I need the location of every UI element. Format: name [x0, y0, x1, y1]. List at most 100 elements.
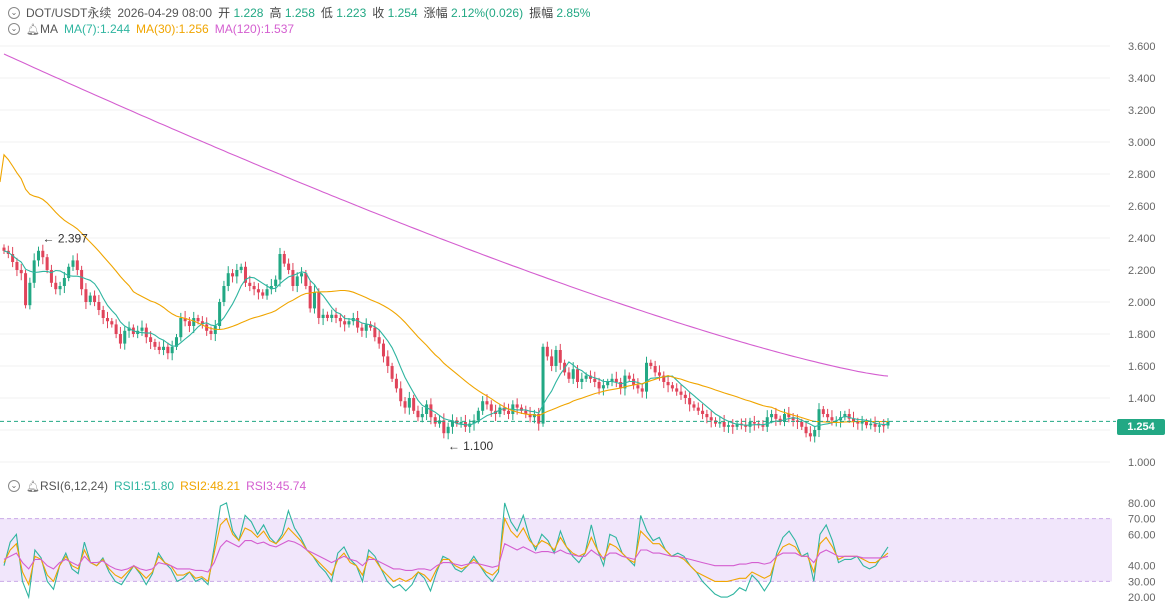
candle-body — [696, 407, 700, 411]
candle-body — [425, 404, 429, 414]
candle-body — [476, 410, 480, 421]
y-tick-label: 2.600 — [1128, 201, 1156, 213]
bell-icon[interactable]: 🔔︎ — [26, 23, 40, 36]
candle-body — [183, 318, 187, 322]
low-value: 1.223 — [336, 6, 367, 20]
candle-body — [653, 366, 657, 373]
amplitude-value: 2.85% — [556, 6, 591, 20]
collapse-chevron-icon[interactable]: ⌄ — [8, 480, 20, 492]
collapse-chevron-icon[interactable]: ⌄ — [8, 23, 20, 35]
candle-body — [62, 278, 66, 286]
candle-body — [709, 417, 713, 421]
candle-body — [847, 414, 851, 419]
candle-body — [649, 362, 653, 366]
candle-body — [144, 327, 148, 338]
candle-body — [873, 423, 877, 427]
candle-body — [49, 270, 53, 283]
candle-body — [433, 417, 437, 424]
candle-body — [808, 433, 812, 437]
candle-body — [584, 375, 588, 379]
candle-body — [450, 420, 454, 427]
candle-body — [239, 266, 243, 270]
y-tick-label: 2.400 — [1128, 233, 1156, 245]
candle-body — [830, 417, 834, 421]
candle-body — [765, 417, 769, 427]
candle-body — [278, 254, 282, 280]
candle-body — [256, 289, 260, 293]
candle-body — [205, 324, 209, 331]
rsi-tick-label: 60.00 — [1128, 529, 1156, 541]
candle-body — [200, 321, 204, 325]
candle-body — [869, 423, 873, 426]
candle-body — [93, 295, 97, 302]
candle-body — [312, 292, 316, 309]
candle-body — [157, 346, 161, 350]
y-tick-label: 2.800 — [1128, 169, 1156, 181]
price-annotation: ← 1.100 — [448, 439, 494, 453]
candle-body — [11, 254, 15, 262]
candle-body — [45, 257, 49, 270]
candle-body — [192, 318, 196, 326]
high-value: 1.258 — [284, 6, 315, 20]
candle-body — [619, 382, 623, 389]
candle-body — [455, 420, 459, 424]
candle-body — [231, 273, 235, 277]
candle-body — [101, 310, 105, 318]
candle-body — [856, 422, 860, 424]
ma7-value: MA(7):1.244 — [63, 22, 130, 36]
candle-body — [308, 286, 312, 309]
price-annotation: ← 2.397 — [42, 231, 88, 245]
candle-body — [489, 404, 493, 411]
candle-body — [692, 404, 696, 408]
collapse-chevron-icon[interactable]: ⌄ — [8, 6, 20, 19]
candle-body — [821, 409, 825, 414]
ma120-value: MA(120):1.537 — [214, 22, 295, 36]
candle-body — [15, 262, 19, 270]
candle-body — [300, 273, 304, 277]
candle-body — [804, 426, 808, 434]
candle-body — [498, 407, 502, 414]
candle-body — [541, 346, 545, 424]
rsi-line-rsi3 — [3, 539, 889, 573]
bell-icon[interactable]: 🔔︎ — [26, 480, 40, 493]
candle-body — [243, 266, 247, 283]
candle-body — [701, 410, 705, 414]
symbol-label: DOT/USDT永续 — [26, 6, 112, 20]
candle-body — [770, 414, 774, 418]
candle-body — [377, 337, 381, 344]
candle-body — [110, 321, 114, 325]
candle-body — [610, 378, 614, 382]
ohlc-header: ⌄ DOT/USDT永续 2026-04-29 08:00 开 1.228 高 … — [8, 4, 590, 21]
candle-body — [291, 270, 295, 286]
datetime-label: 2026-04-29 08:00 — [117, 5, 213, 20]
candle-body — [882, 425, 886, 427]
candle-body — [140, 327, 144, 331]
y-tick-label: 2.200 — [1128, 265, 1156, 277]
candle-body — [744, 425, 748, 427]
candle-body — [627, 375, 631, 379]
close-value: 1.254 — [387, 6, 418, 20]
y-tick-label: 1.800 — [1128, 329, 1156, 341]
candle-body — [373, 327, 377, 338]
candle-body — [472, 420, 476, 424]
candle-body — [381, 343, 385, 357]
candle-body — [748, 422, 752, 427]
candle-body — [412, 398, 416, 411]
candle-body — [528, 414, 532, 418]
candle-body — [97, 302, 101, 310]
candle-body — [761, 425, 765, 427]
rsi3-value: RSI3:45.74 — [246, 479, 307, 493]
candle-body — [213, 326, 217, 334]
candle-body — [481, 401, 485, 411]
candle-body — [105, 318, 110, 322]
close-label: 收 — [372, 6, 385, 20]
ma7-line — [3, 250, 889, 428]
candle-body — [174, 337, 178, 347]
y-tick-label: 1.400 — [1128, 393, 1156, 405]
ma-legend: ⌄ 🔔︎ MA MA(7):1.244 MA(30):1.256 MA(120)… — [8, 22, 294, 36]
candle-body — [446, 426, 450, 434]
candle-body — [438, 420, 442, 424]
candle-body — [722, 422, 726, 427]
rsi-line-rsi2 — [3, 516, 889, 587]
